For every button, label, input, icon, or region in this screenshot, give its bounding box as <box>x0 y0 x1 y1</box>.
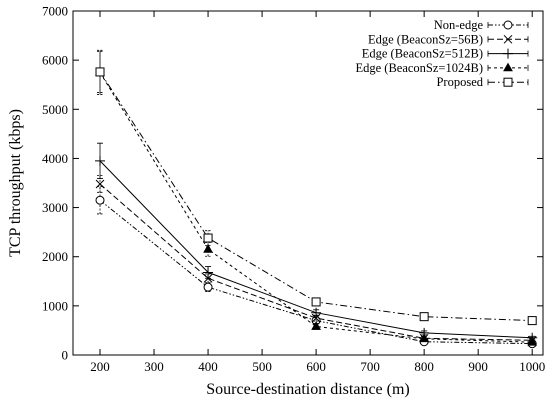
plot-frame <box>72 10 544 356</box>
data-point <box>419 333 430 343</box>
legend-item: Proposed <box>436 75 529 89</box>
legend-swatch-marker <box>503 48 513 59</box>
y-axis-title: TCP throughput (kbps) <box>7 109 24 257</box>
legend-label: Non-edge <box>434 18 484 32</box>
legend-label: Edge (BeaconSz=56B) <box>368 32 483 46</box>
x-tick-label: 500 <box>252 359 272 374</box>
legend-item: Non-edge <box>434 18 529 32</box>
data-point <box>527 336 538 346</box>
error-bar <box>97 50 104 93</box>
x-tick-label: 400 <box>198 359 218 374</box>
data-point <box>527 316 537 326</box>
series-line <box>99 72 533 343</box>
legend-swatch-marker <box>503 77 513 87</box>
y-tick-label: 6000 <box>42 53 68 68</box>
data-point <box>95 155 106 166</box>
data-point <box>419 312 429 322</box>
y-tick-label: 0 <box>62 348 69 363</box>
legend-swatch-marker <box>503 62 513 72</box>
x-tick-label: 300 <box>144 359 164 374</box>
x-tick-label: 200 <box>90 359 110 374</box>
legend-label: Edge (BeaconSz=1024B) <box>355 61 483 75</box>
x-axis-title: Source-destination distance (m) <box>206 381 410 398</box>
axis-ticks: 200 300 400 500 600 700 800 900 1000 0 1000 2000 300… <box>42 4 545 375</box>
legend-swatch-marker <box>503 34 513 44</box>
series-proposed <box>95 50 537 326</box>
data-series <box>95 49 538 349</box>
y-tick-label: 5000 <box>42 102 68 117</box>
data-point <box>95 179 105 189</box>
data-point <box>203 244 213 253</box>
plot-border <box>72 10 544 356</box>
legend-swatch-cap <box>487 64 529 71</box>
legend-swatch-cap <box>487 22 529 28</box>
legend-item: Edge (BeaconSz=512B) <box>362 47 529 61</box>
legend-swatch-cap <box>487 50 529 57</box>
y-tick-label: 1000 <box>42 298 68 313</box>
legend-item: Edge (BeaconSz=1024B) <box>355 61 529 75</box>
legend-label: Edge (BeaconSz=512B) <box>362 47 483 61</box>
series-line <box>99 183 533 341</box>
series-edge-beaconsz-512b <box>95 142 538 343</box>
x-tick-label: 600 <box>306 359 326 374</box>
y-tick-label: 7000 <box>42 4 68 19</box>
legend-label: Proposed <box>436 75 483 89</box>
legend-swatch-cap <box>487 79 529 86</box>
y-tick-label: 4000 <box>42 151 68 166</box>
series-line <box>99 71 533 322</box>
data-point <box>203 282 213 292</box>
legend-item: Edge (BeaconSz=56B) <box>368 32 529 46</box>
x-tick-label: 700 <box>360 359 380 374</box>
data-point <box>311 321 321 330</box>
legend-swatch-cap <box>487 36 529 43</box>
legend-swatch-marker <box>503 20 513 30</box>
data-point <box>95 195 105 205</box>
data-point <box>203 267 214 278</box>
x-tick-label: 900 <box>468 359 488 374</box>
x-tick-label: 800 <box>414 359 434 374</box>
x-tick-label: 1000 <box>519 359 545 374</box>
y-tick-label: 3000 <box>42 200 68 215</box>
y-tick-label: 2000 <box>42 249 68 264</box>
data-point <box>95 67 105 77</box>
data-point <box>203 233 213 243</box>
data-point <box>311 307 322 318</box>
data-point <box>311 297 321 307</box>
